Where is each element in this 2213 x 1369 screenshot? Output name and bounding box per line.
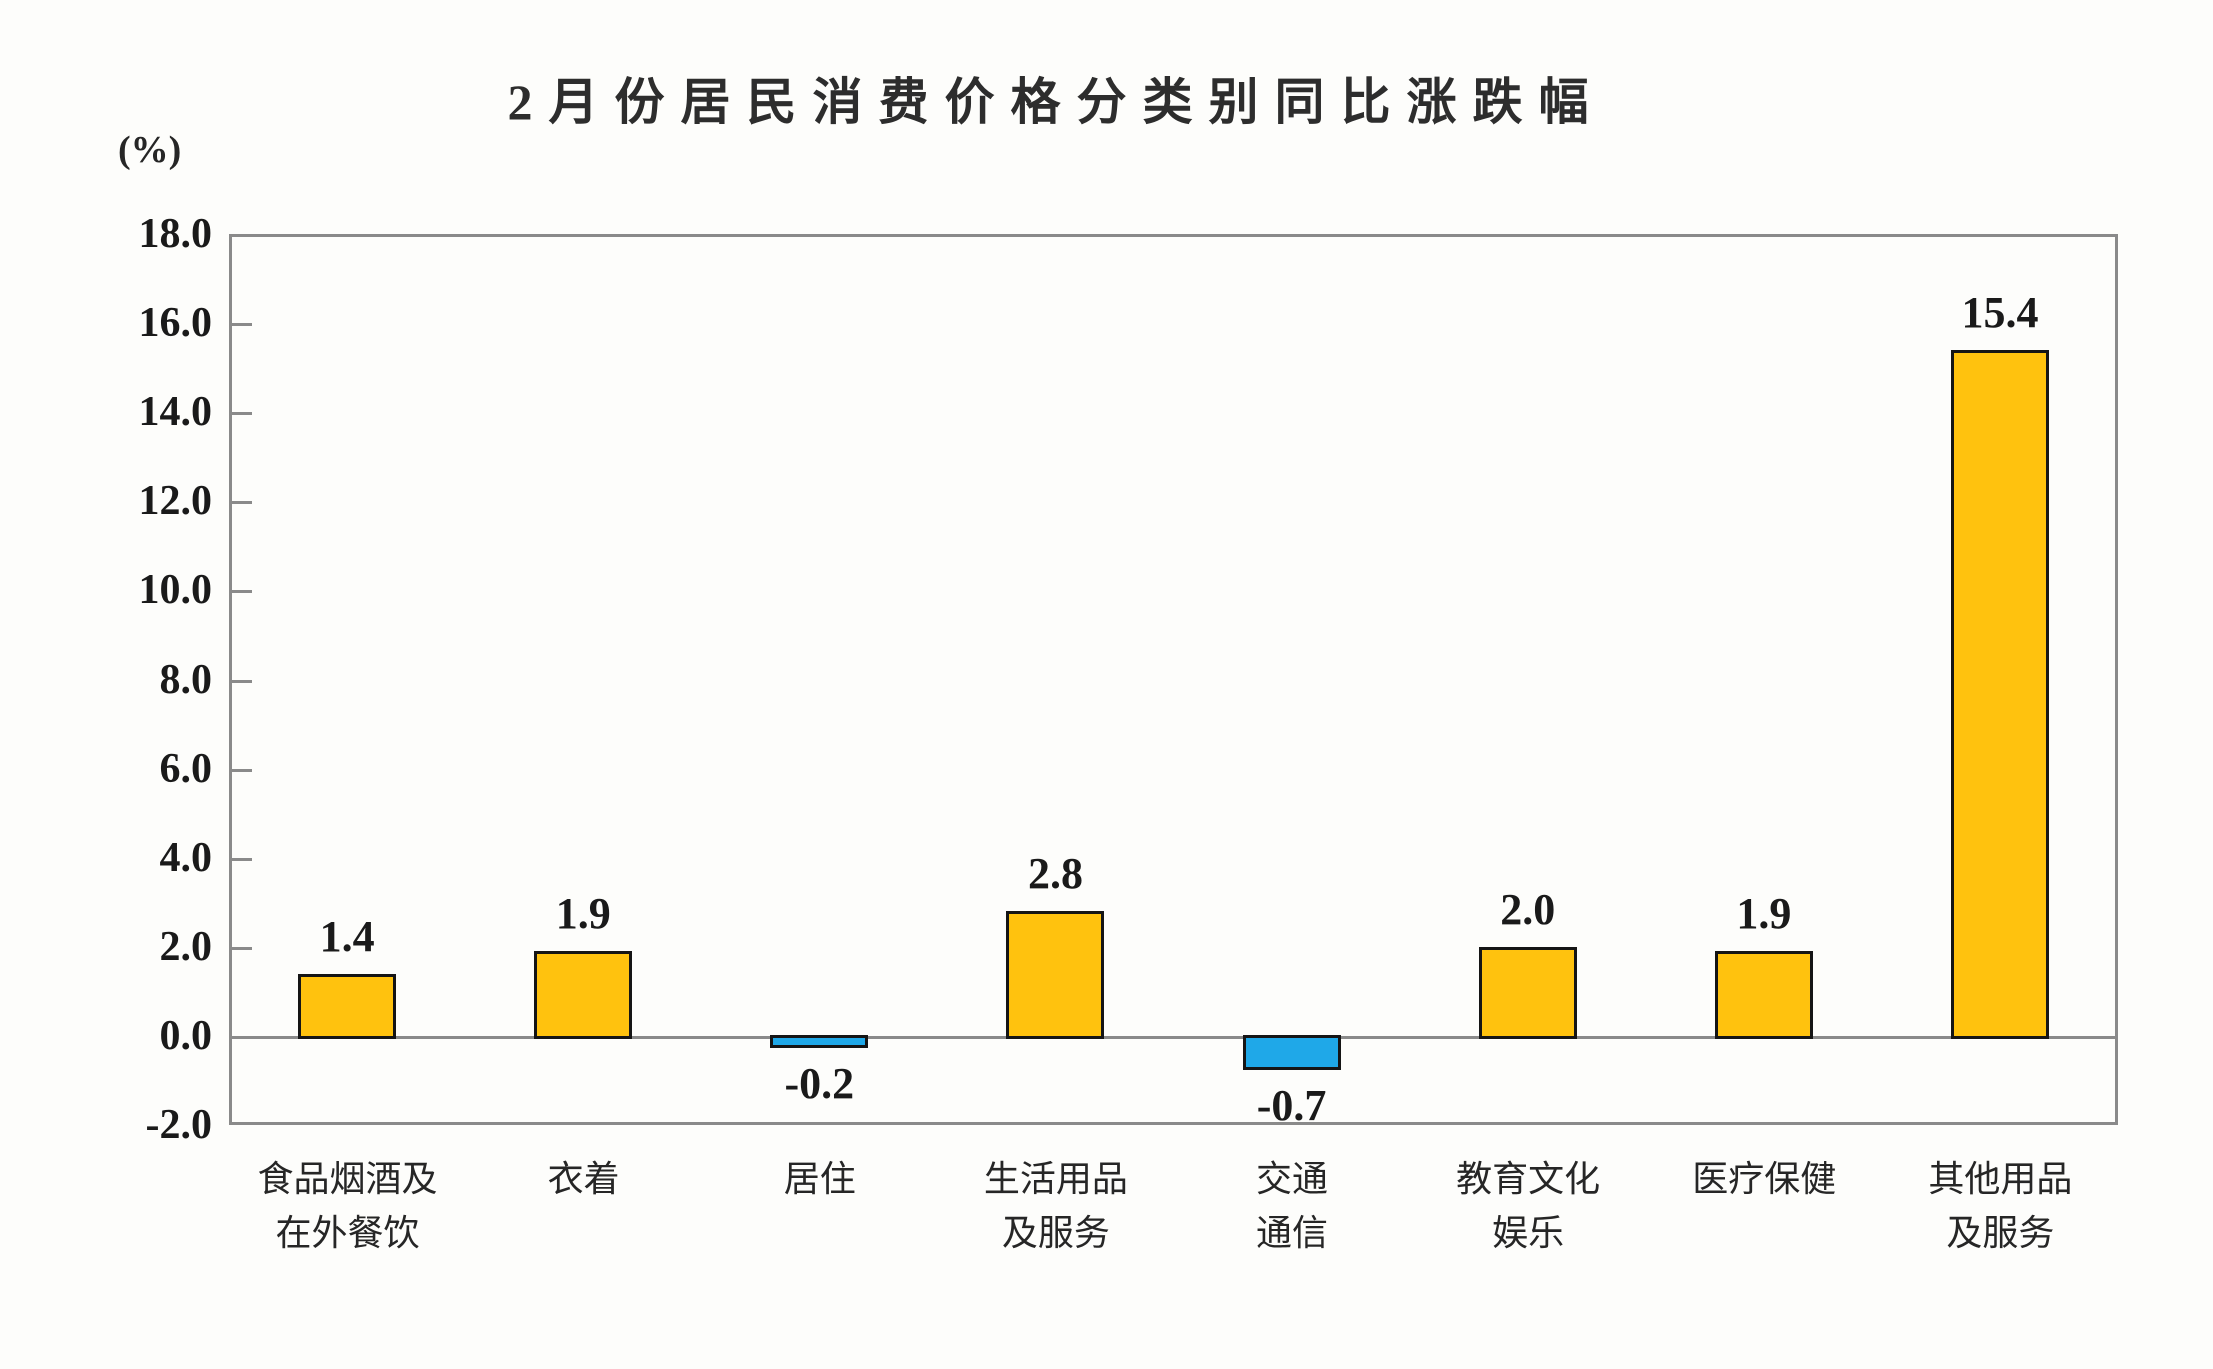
y-axis-tick-label: 16.0	[138, 300, 213, 347]
x-axis-category-label-line: 食品烟酒及	[257, 1159, 438, 1199]
bar	[1950, 349, 2049, 1039]
bar	[1714, 951, 1813, 1039]
x-axis-category-label: 居住	[701, 1152, 938, 1206]
x-axis-category-label-line: 居住	[783, 1159, 856, 1199]
bar-value-label: 1.9	[555, 889, 611, 939]
y-axis-tick-mark	[232, 768, 252, 772]
y-axis-tick-mark	[232, 679, 252, 683]
y-axis-tick-mark	[232, 946, 252, 950]
x-axis-category-label: 衣着	[465, 1152, 702, 1206]
bar	[1478, 946, 1577, 1039]
x-axis-category-label-line: 通信	[1255, 1213, 1328, 1253]
y-axis-tick-mark	[232, 323, 252, 327]
y-axis-tick-label: 18.0	[138, 211, 213, 257]
x-axis-category-label: 生活用品 及服务	[937, 1152, 1174, 1260]
y-axis-tick-label: 6.0	[159, 745, 213, 792]
x-axis-category-label-line: 娱乐	[1492, 1213, 1565, 1253]
x-axis-category-label: 医疗保健	[1646, 1152, 1883, 1206]
bar-value-label: -0.2	[784, 1058, 855, 1108]
x-axis-category-label: 其他用品 及服务	[1882, 1152, 2119, 1260]
y-axis-tick-mark	[232, 412, 252, 416]
y-axis-tick-mark	[232, 590, 252, 594]
y-axis-tick-label: -2.0	[145, 1102, 213, 1148]
bar	[770, 1034, 869, 1048]
bar	[534, 951, 633, 1039]
bar-value-label: 1.9	[1736, 889, 1792, 939]
x-axis-category-label-line: 交通	[1255, 1159, 1328, 1199]
zero-baseline	[232, 1035, 2115, 1039]
bar	[1242, 1034, 1341, 1071]
x-axis-category-label-line: 其他用品	[1928, 1159, 2073, 1199]
x-axis-category-label-line: 生活用品	[983, 1159, 1128, 1199]
x-axis-category-label-line: 衣着	[547, 1159, 620, 1199]
bar-value-label: 2.0	[1500, 884, 1556, 934]
chart-title: 2月份居民消费价格分类别同比涨跌幅	[507, 74, 1605, 130]
x-axis-category-label: 交通 通信	[1174, 1152, 1411, 1260]
bar-value-label: 2.8	[1027, 849, 1083, 899]
x-axis-category-label-line: 在外餐饮	[275, 1213, 420, 1253]
y-axis-tick-label: 12.0	[138, 478, 213, 525]
plot-area	[229, 234, 2118, 1125]
y-axis-tick-label: 14.0	[138, 389, 213, 436]
bar	[1006, 911, 1105, 1039]
y-axis-tick-mark	[232, 857, 252, 861]
bar-value-label: 15.4	[1961, 287, 2039, 337]
y-axis-tick-label: 2.0	[159, 923, 213, 970]
y-axis-tick-label: 10.0	[138, 567, 213, 614]
y-axis-unit-label: (%)	[118, 129, 182, 171]
x-axis-category-label-line: 教育文化	[1456, 1159, 1601, 1199]
bar-value-label: -0.7	[1256, 1081, 1327, 1131]
bar	[298, 973, 397, 1039]
x-axis-category-label-line: 及服务	[1001, 1213, 1110, 1253]
y-axis-tick-mark	[232, 501, 252, 505]
y-axis-tick-label: 0.0	[159, 1012, 213, 1059]
x-axis-category-label: 教育文化 娱乐	[1410, 1152, 1647, 1260]
x-axis-category-label: 食品烟酒及 在外餐饮	[229, 1152, 466, 1260]
x-axis-category-label-line: 及服务	[1946, 1213, 2055, 1253]
y-axis-tick-label: 8.0	[159, 656, 213, 703]
bar-value-label: 1.4	[319, 911, 375, 961]
x-axis-category-label-line: 医疗保健	[1692, 1159, 1837, 1199]
y-axis-tick-label: 4.0	[159, 834, 213, 881]
